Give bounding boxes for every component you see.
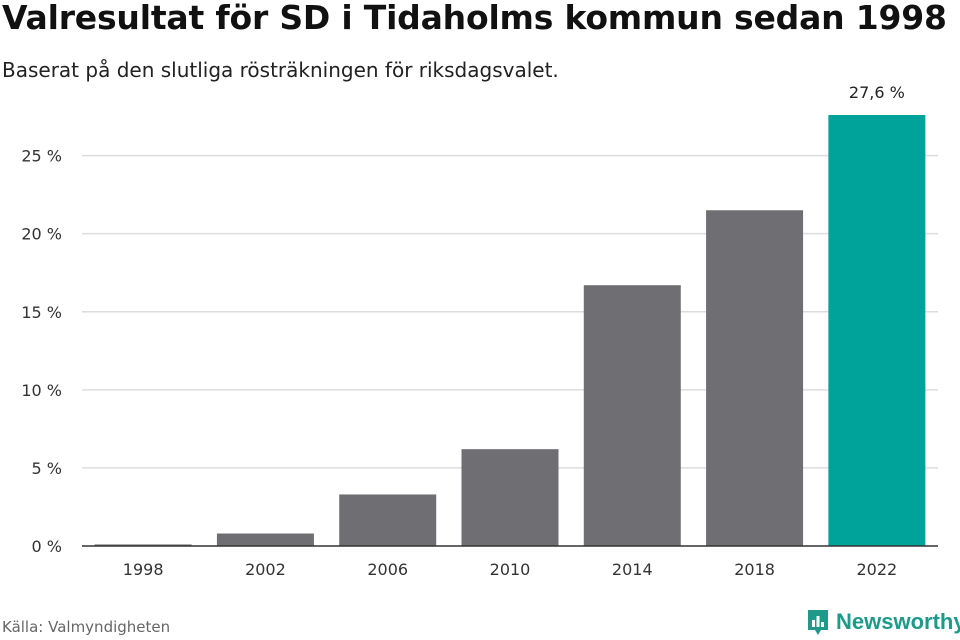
x-tick-label: 2006 (367, 560, 408, 579)
bar-2006 (339, 494, 437, 546)
bar-2014 (583, 285, 681, 546)
y-tick-label: 15 % (21, 303, 62, 322)
bar-2002 (216, 533, 314, 546)
source-note: Källa: Valmyndigheten (2, 618, 171, 636)
bar-2010 (461, 449, 559, 546)
y-tick-label: 20 % (21, 225, 62, 244)
chart-subtitle: Baserat på den slutliga rösträkningen fö… (2, 58, 559, 82)
x-tick-label: 2014 (612, 560, 653, 579)
x-tick-label: 2010 (490, 560, 531, 579)
y-tick-label: 0 % (32, 537, 62, 556)
x-tick-label: 1998 (123, 560, 164, 579)
x-tick-label: 2002 (245, 560, 286, 579)
chart-title: Valresultat för SD i Tidaholms kommun se… (2, 0, 947, 37)
x-tick-label: 2022 (856, 560, 897, 579)
y-tick-label: 25 % (21, 147, 62, 166)
brand[interactable]: Newsworthy (806, 608, 960, 636)
data-label: 27,6 % (849, 83, 905, 102)
brand-name: Newsworthy (836, 609, 960, 634)
bar-2022 (828, 115, 926, 546)
bar-1998 (94, 544, 192, 546)
bar-2018 (706, 210, 804, 546)
y-tick-label: 10 % (21, 381, 62, 400)
y-tick-label: 5 % (32, 459, 62, 478)
x-tick-label: 2018 (734, 560, 775, 579)
newsworthy-logo-icon (808, 610, 828, 635)
